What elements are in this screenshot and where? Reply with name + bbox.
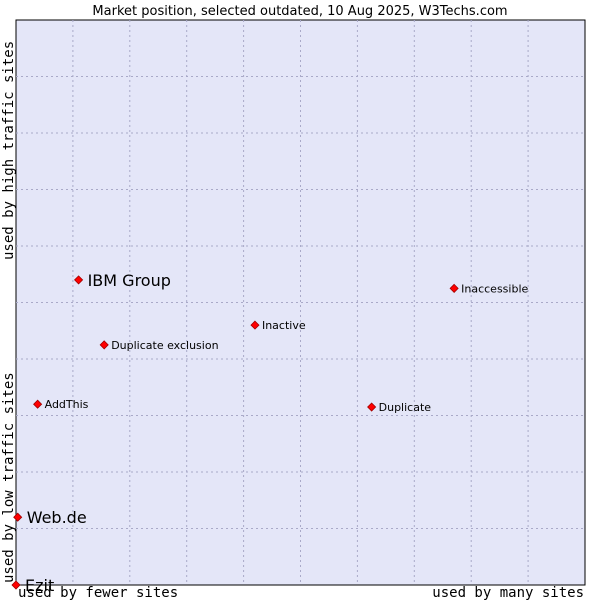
point-label: IBM Group [88, 271, 171, 290]
point-label: Inactive [262, 319, 306, 332]
data-point: Ezit [11, 576, 54, 595]
data-point: Inaccessible [449, 282, 529, 295]
chart-title: Market position, selected outdated, 10 A… [92, 4, 507, 19]
point-marker [13, 512, 23, 522]
data-points: IBM Group Inaccessible Inactive Duplicate e… [11, 271, 529, 595]
data-point: Duplicate exclusion [99, 339, 219, 352]
point-label: Inaccessible [461, 282, 528, 295]
data-point: Duplicate [367, 401, 432, 414]
point-marker [250, 320, 260, 330]
data-point: IBM Group [74, 271, 171, 290]
point-marker [449, 283, 459, 293]
point-marker [99, 340, 109, 350]
point-label: Web.de [27, 508, 87, 527]
data-point: Inactive [250, 319, 306, 332]
point-label: Ezit [25, 576, 54, 595]
point-marker [367, 402, 377, 412]
point-marker [74, 275, 84, 285]
point-marker [33, 399, 43, 409]
point-label: Duplicate [379, 401, 432, 414]
point-marker [11, 580, 21, 590]
point-label: Duplicate exclusion [111, 339, 218, 352]
x-axis-label-left: used by fewer sites [18, 585, 178, 600]
data-point: AddThis [33, 398, 89, 411]
data-point: Web.de [13, 508, 87, 527]
x-axis-label-right: used by many sites [432, 585, 584, 600]
point-label: AddThis [45, 398, 89, 411]
y-axis-label-bottom: used by low traffic sites [1, 372, 17, 583]
y-axis-label-top: used by high traffic sites [1, 41, 17, 260]
grid-lines [16, 20, 585, 585]
